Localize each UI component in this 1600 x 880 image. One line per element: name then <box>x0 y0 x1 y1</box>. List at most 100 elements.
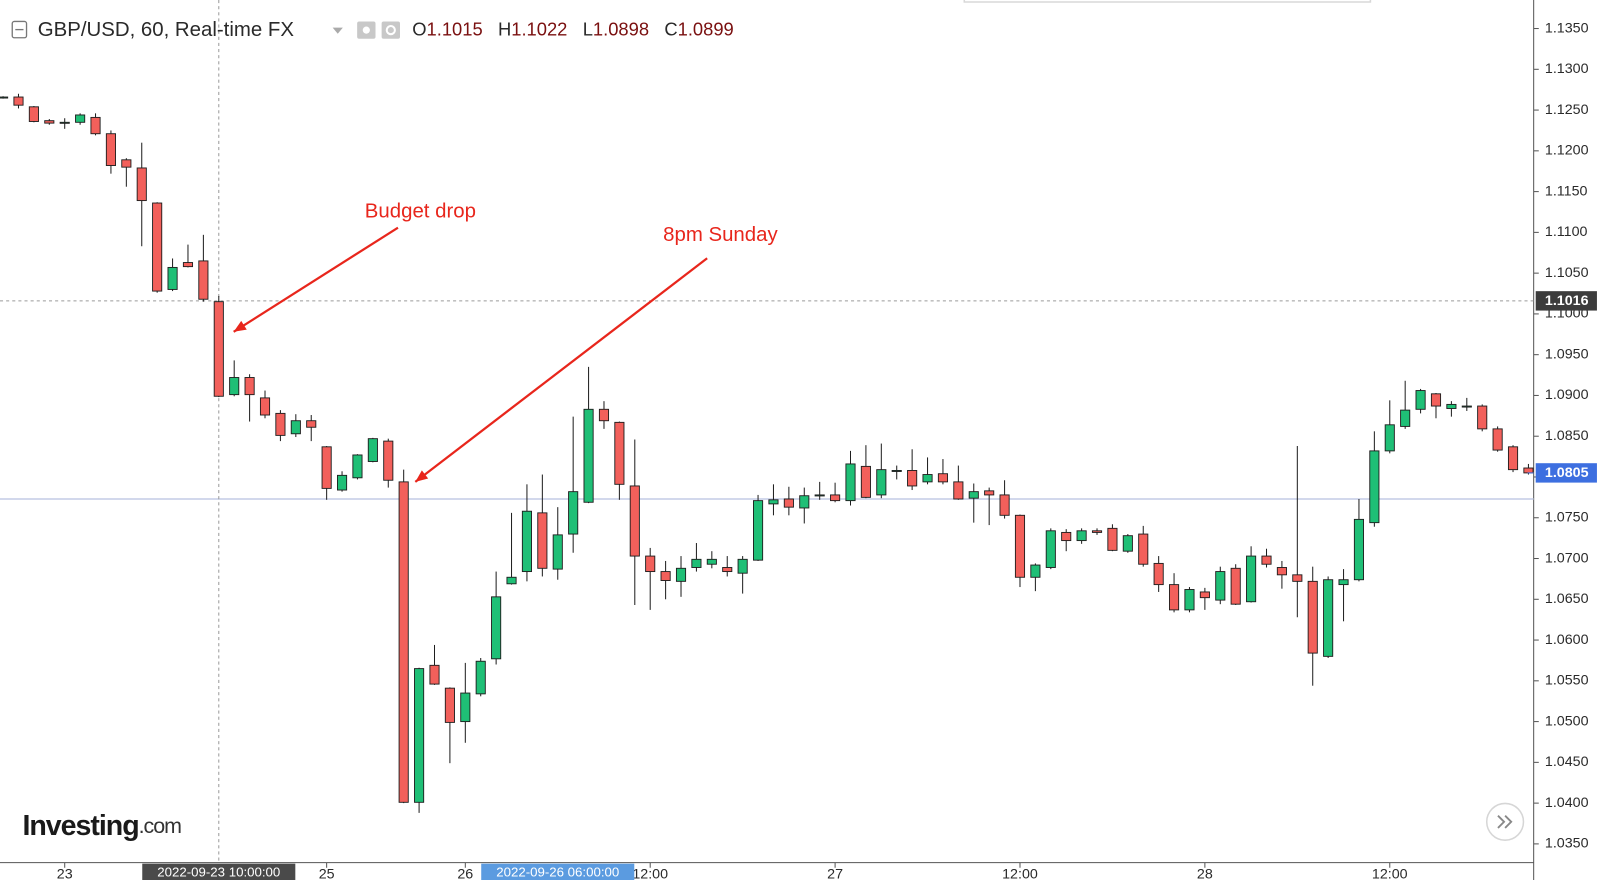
chart-title: GBP/USD, 60, Real-time FX <box>38 19 295 41</box>
y-tick-label: 1.1350 <box>1545 20 1589 36</box>
x-tick-label: 23 <box>57 867 73 880</box>
candle-body <box>984 490 995 496</box>
candle-body <box>860 465 871 498</box>
candle-body <box>383 440 394 481</box>
y-tick-label: 1.0550 <box>1545 673 1589 689</box>
y-tick-label: 1.0600 <box>1545 632 1589 648</box>
candle-body <box>352 454 363 479</box>
candle-body <box>1384 424 1395 452</box>
candle-body <box>1246 555 1257 603</box>
candle-body <box>660 571 671 581</box>
candle-body <box>845 463 856 502</box>
candle-body <box>475 660 486 695</box>
candle-body <box>1430 393 1442 407</box>
candle-body <box>1323 579 1334 657</box>
candle-body <box>1045 530 1056 568</box>
candle-body <box>814 494 825 497</box>
candle-body <box>1276 567 1287 576</box>
overlay-layer: 1.1016 1.0805 2022-09-23 10:00:00 2022-09-2… <box>142 291 1597 880</box>
crosshair-time-label-box <box>142 863 296 880</box>
ohlc-label: L <box>583 18 593 39</box>
candle-body <box>521 510 532 573</box>
candle-body <box>121 159 132 168</box>
candle-body <box>753 500 764 561</box>
candle-body <box>290 420 301 435</box>
candle-body <box>737 558 748 574</box>
candle-body <box>922 474 933 483</box>
y-tick-label: 1.1050 <box>1545 265 1589 281</box>
candle-body <box>198 260 209 300</box>
ohlc-label: H <box>498 18 511 39</box>
candle-body <box>675 567 687 582</box>
crosshair-time-label: 2022-09-23 10:00:00 <box>157 864 280 879</box>
candle-body <box>830 494 841 502</box>
y-tick-label: 1.1100 <box>1545 224 1588 240</box>
x-tick-label: 27 <box>827 867 843 880</box>
y-tick-label: 1.0950 <box>1545 346 1589 362</box>
candle-body <box>645 555 656 573</box>
candle-body <box>1400 409 1411 427</box>
candle-body <box>968 491 979 499</box>
y-tick-label: 1.0700 <box>1545 550 1589 566</box>
candle-body <box>568 491 579 535</box>
panel-edge <box>963 0 1372 3</box>
candle-body <box>491 596 502 660</box>
y-tick-label: 1.0850 <box>1545 428 1589 444</box>
candle-body <box>13 96 24 106</box>
ohlc-value: 1.0899 <box>678 18 734 39</box>
candle-body <box>1492 428 1503 451</box>
candle-body <box>1446 403 1457 409</box>
candle-body <box>105 133 116 166</box>
candle-body <box>1307 580 1318 654</box>
candle-body <box>44 120 55 124</box>
candle-body <box>783 498 794 508</box>
candle-body <box>937 473 948 483</box>
candle-body <box>306 420 317 428</box>
y-tick-label: 1.1250 <box>1545 102 1589 118</box>
logo-main: Investing <box>22 809 138 841</box>
candle-body <box>706 558 717 565</box>
candle-body <box>953 481 964 500</box>
candle-body <box>1369 450 1380 524</box>
candle-body <box>367 438 378 462</box>
crosshair-price-label: 1.1016 <box>1545 293 1589 309</box>
collapse-icon[interactable] <box>11 20 28 39</box>
arrow-layer <box>233 226 708 483</box>
settings-icon-gear <box>385 25 396 36</box>
candle-body <box>614 421 625 485</box>
candle-body <box>1261 555 1272 565</box>
candle-body <box>907 470 918 487</box>
annotation-arrowhead <box>233 320 247 332</box>
y-tick-label: 1.0450 <box>1545 754 1589 770</box>
candle-body <box>136 167 147 202</box>
ohlc-value: 1.0898 <box>593 18 649 39</box>
annotation-arrow <box>414 257 708 483</box>
candle-body <box>1061 531 1072 542</box>
candle-body <box>1477 405 1488 430</box>
candle-body <box>213 301 224 397</box>
highlight-time-label: 2022-09-26 06:00:00 <box>496 864 619 879</box>
candle-body <box>1091 530 1103 533</box>
y-tick-label: 1.1300 <box>1545 61 1589 77</box>
y-tick-label: 1.0900 <box>1545 387 1589 403</box>
dropdown-arrow[interactable] <box>332 27 343 34</box>
candle-body <box>152 202 163 292</box>
logo: Investing.com <box>22 809 181 841</box>
candle-body <box>1122 535 1133 552</box>
ohlc-label: O <box>412 18 426 39</box>
candle-body <box>1230 567 1241 605</box>
eye-icon-pupil <box>362 26 370 34</box>
candle-layer <box>0 93 1534 813</box>
annotation-arrow <box>233 226 399 333</box>
candle-body <box>167 266 178 290</box>
candle-body <box>1014 514 1026 578</box>
candle-body <box>460 692 471 723</box>
candle-body <box>75 114 86 123</box>
candle-body <box>552 534 563 570</box>
y-tick-label: 1.1150 <box>1545 183 1588 199</box>
ohlc-label: C <box>664 18 677 39</box>
settings-icon[interactable] <box>381 21 400 39</box>
candle-body <box>90 116 101 135</box>
